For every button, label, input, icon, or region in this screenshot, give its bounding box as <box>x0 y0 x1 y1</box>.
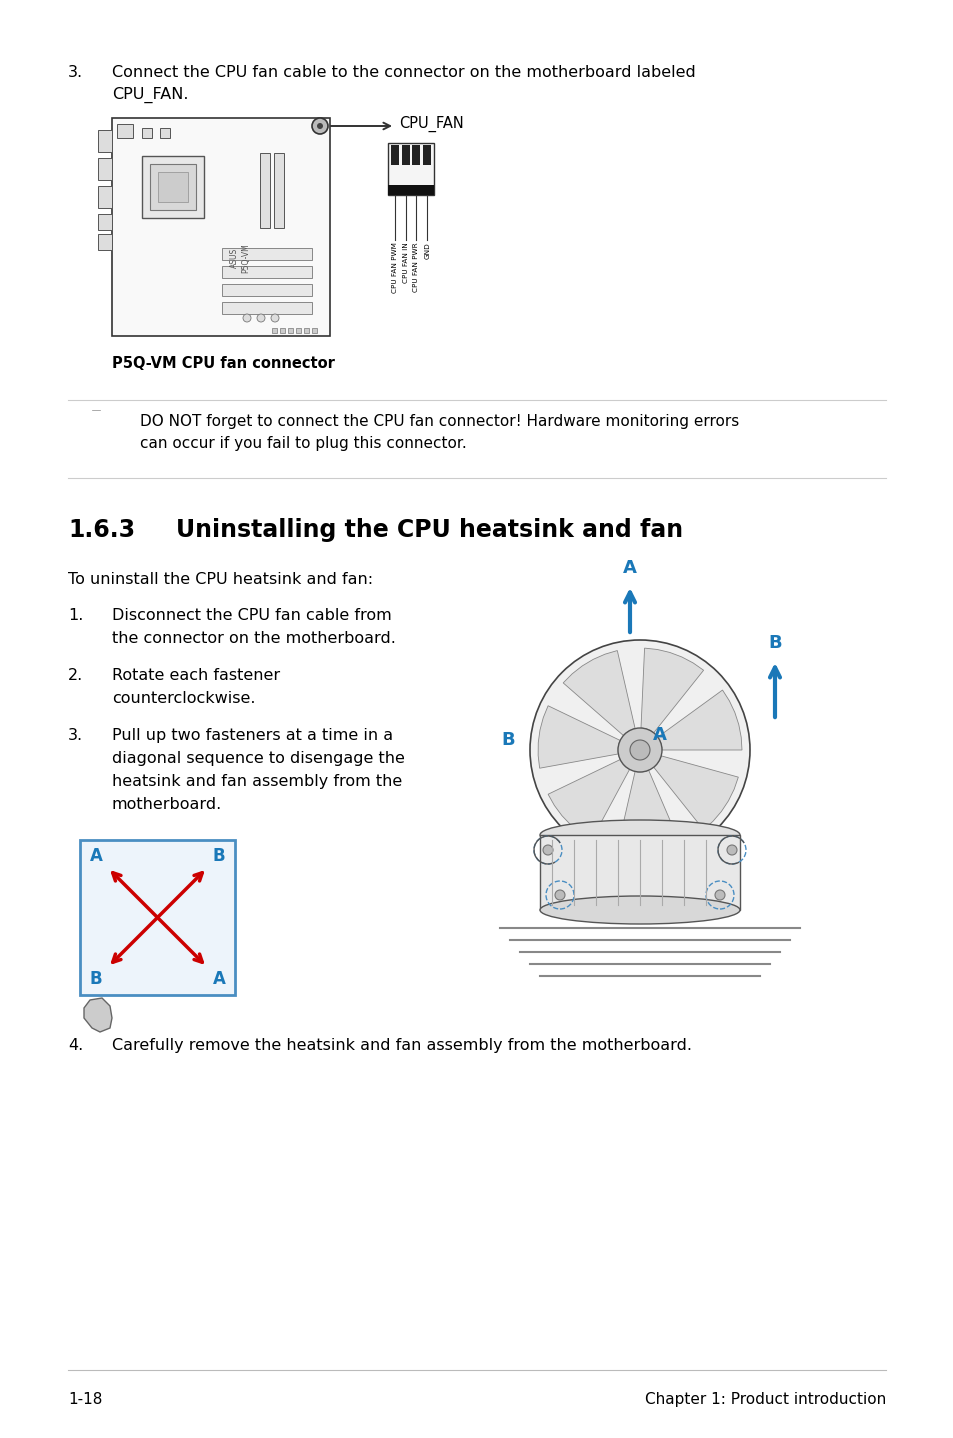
Text: Disconnect the CPU fan cable from: Disconnect the CPU fan cable from <box>112 608 392 623</box>
Circle shape <box>316 124 323 129</box>
FancyBboxPatch shape <box>142 128 152 138</box>
Text: B: B <box>500 731 515 749</box>
Circle shape <box>243 313 251 322</box>
Polygon shape <box>617 771 679 851</box>
FancyBboxPatch shape <box>158 173 188 201</box>
Text: CPU FAN IN: CPU FAN IN <box>402 242 408 283</box>
Text: Pull up two fasteners at a time in a: Pull up two fasteners at a time in a <box>112 728 393 743</box>
Text: A: A <box>213 971 225 988</box>
Text: B: B <box>90 971 102 988</box>
FancyBboxPatch shape <box>150 164 195 210</box>
Circle shape <box>312 118 328 134</box>
Text: 3.: 3. <box>68 65 83 81</box>
FancyBboxPatch shape <box>98 186 112 209</box>
Ellipse shape <box>539 896 740 925</box>
FancyBboxPatch shape <box>274 152 284 229</box>
Text: 1.6.3: 1.6.3 <box>68 518 135 542</box>
FancyBboxPatch shape <box>222 247 312 260</box>
Text: the connector on the motherboard.: the connector on the motherboard. <box>112 631 395 646</box>
Circle shape <box>256 313 265 322</box>
Text: 1-18: 1-18 <box>68 1392 102 1406</box>
FancyBboxPatch shape <box>288 328 293 334</box>
Polygon shape <box>562 650 635 735</box>
FancyBboxPatch shape <box>80 840 234 995</box>
Polygon shape <box>653 756 738 830</box>
Text: counterclockwise.: counterclockwise. <box>112 692 255 706</box>
FancyBboxPatch shape <box>222 266 312 278</box>
Polygon shape <box>548 759 629 840</box>
Text: heatsink and fan assembly from the: heatsink and fan assembly from the <box>112 774 402 789</box>
Text: 1.: 1. <box>68 608 83 623</box>
Text: 4.: 4. <box>68 1038 83 1053</box>
FancyBboxPatch shape <box>98 234 112 250</box>
FancyBboxPatch shape <box>272 328 276 334</box>
FancyBboxPatch shape <box>388 142 434 196</box>
Text: CPU FAN PWM: CPU FAN PWM <box>392 242 397 293</box>
Text: B: B <box>767 634 781 651</box>
Text: Connect the CPU fan cable to the connector on the motherboard labeled: Connect the CPU fan cable to the connect… <box>112 65 695 81</box>
FancyBboxPatch shape <box>312 328 316 334</box>
Text: Chapter 1: Product introduction: Chapter 1: Product introduction <box>644 1392 885 1406</box>
Text: 2.: 2. <box>68 669 83 683</box>
FancyBboxPatch shape <box>142 155 204 219</box>
Text: B: B <box>213 847 225 866</box>
Polygon shape <box>539 835 740 910</box>
Circle shape <box>618 728 661 772</box>
Circle shape <box>714 890 724 900</box>
FancyBboxPatch shape <box>260 152 270 229</box>
Polygon shape <box>658 690 741 751</box>
FancyBboxPatch shape <box>304 328 309 334</box>
Circle shape <box>629 741 649 761</box>
Circle shape <box>542 846 553 856</box>
Text: DO NOT forget to connect the CPU fan connector! Hardware monitoring errors: DO NOT forget to connect the CPU fan con… <box>140 414 739 429</box>
Text: A: A <box>622 559 637 577</box>
Text: CPU FAN PWR: CPU FAN PWR <box>413 242 419 292</box>
Text: Carefully remove the heatsink and fan assembly from the motherboard.: Carefully remove the heatsink and fan as… <box>112 1038 691 1053</box>
Text: To uninstall the CPU heatsink and fan:: To uninstall the CPU heatsink and fan: <box>68 572 373 587</box>
FancyBboxPatch shape <box>280 328 285 334</box>
FancyBboxPatch shape <box>98 158 112 180</box>
FancyBboxPatch shape <box>98 214 112 230</box>
Text: Uninstalling the CPU heatsink and fan: Uninstalling the CPU heatsink and fan <box>175 518 682 542</box>
FancyBboxPatch shape <box>160 128 170 138</box>
Text: diagonal sequence to disengage the: diagonal sequence to disengage the <box>112 751 404 766</box>
Text: can occur if you fail to plug this connector.: can occur if you fail to plug this conne… <box>140 436 466 452</box>
FancyBboxPatch shape <box>112 118 330 336</box>
FancyBboxPatch shape <box>391 145 398 165</box>
Text: CPU_FAN.: CPU_FAN. <box>112 88 189 104</box>
FancyBboxPatch shape <box>98 129 112 152</box>
FancyBboxPatch shape <box>295 328 301 334</box>
Text: A: A <box>653 726 666 743</box>
Text: ASUS
P5Q-VM: ASUS P5Q-VM <box>230 243 250 273</box>
Circle shape <box>555 890 564 900</box>
Text: GND: GND <box>424 242 430 259</box>
Text: 3.: 3. <box>68 728 83 743</box>
FancyBboxPatch shape <box>412 145 420 165</box>
Text: P5Q-VM CPU fan connector: P5Q-VM CPU fan connector <box>112 357 335 371</box>
Circle shape <box>530 640 749 860</box>
Polygon shape <box>84 998 112 1032</box>
FancyBboxPatch shape <box>401 145 409 165</box>
Circle shape <box>726 846 737 856</box>
FancyBboxPatch shape <box>388 186 434 196</box>
Polygon shape <box>537 706 619 768</box>
Text: CPU_FAN: CPU_FAN <box>398 116 463 132</box>
FancyBboxPatch shape <box>222 283 312 296</box>
Ellipse shape <box>539 820 740 850</box>
Text: motherboard.: motherboard. <box>112 797 222 812</box>
Text: A: A <box>90 847 102 866</box>
Text: Rotate each fastener: Rotate each fastener <box>112 669 280 683</box>
FancyBboxPatch shape <box>423 145 431 165</box>
FancyBboxPatch shape <box>117 124 132 138</box>
FancyBboxPatch shape <box>222 302 312 313</box>
Polygon shape <box>640 649 703 733</box>
Circle shape <box>271 313 278 322</box>
